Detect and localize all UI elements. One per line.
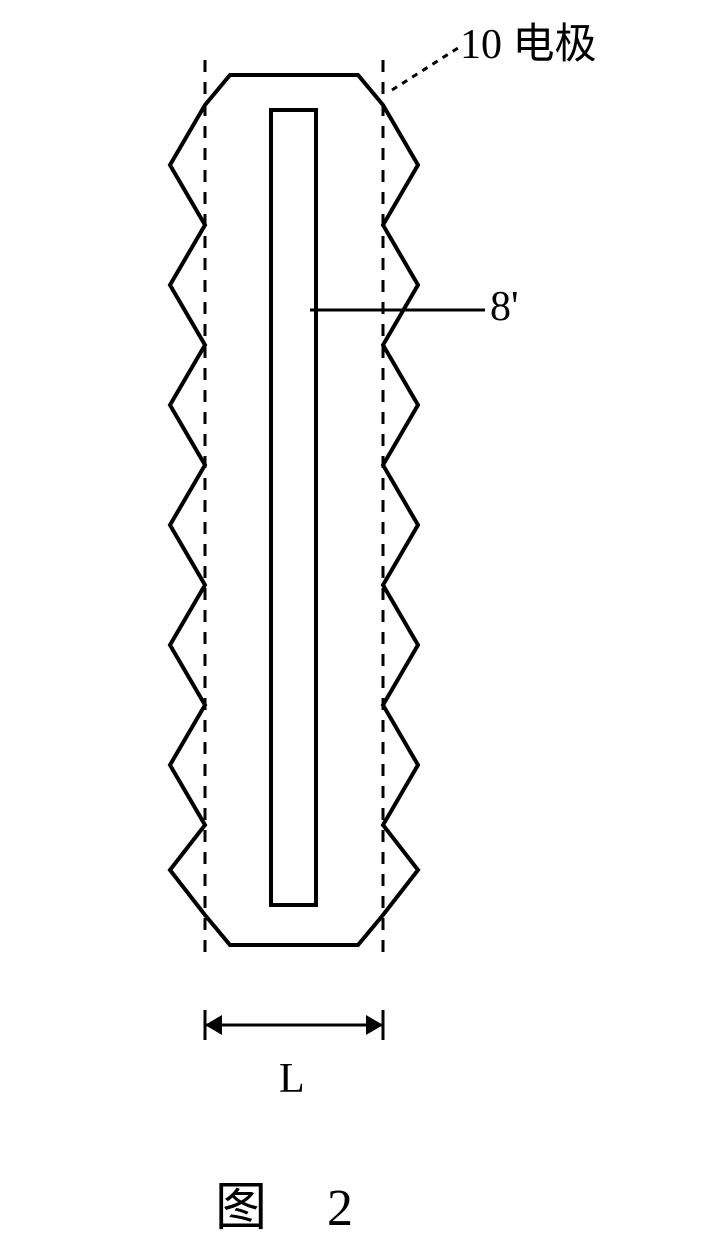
leader-line-10: [392, 48, 458, 90]
arrowhead-left: [205, 1015, 222, 1035]
electrode-outline: [170, 75, 418, 945]
label-width-L: L: [279, 1055, 305, 1103]
diagram-canvas: [0, 0, 726, 1244]
arrowhead-right: [366, 1015, 383, 1035]
label-electrode-10: 10 电极: [460, 10, 597, 71]
figure-caption: 图 2: [215, 1165, 357, 1240]
inner-rectangle: [271, 110, 316, 905]
label-inner-8: 8': [490, 283, 519, 331]
